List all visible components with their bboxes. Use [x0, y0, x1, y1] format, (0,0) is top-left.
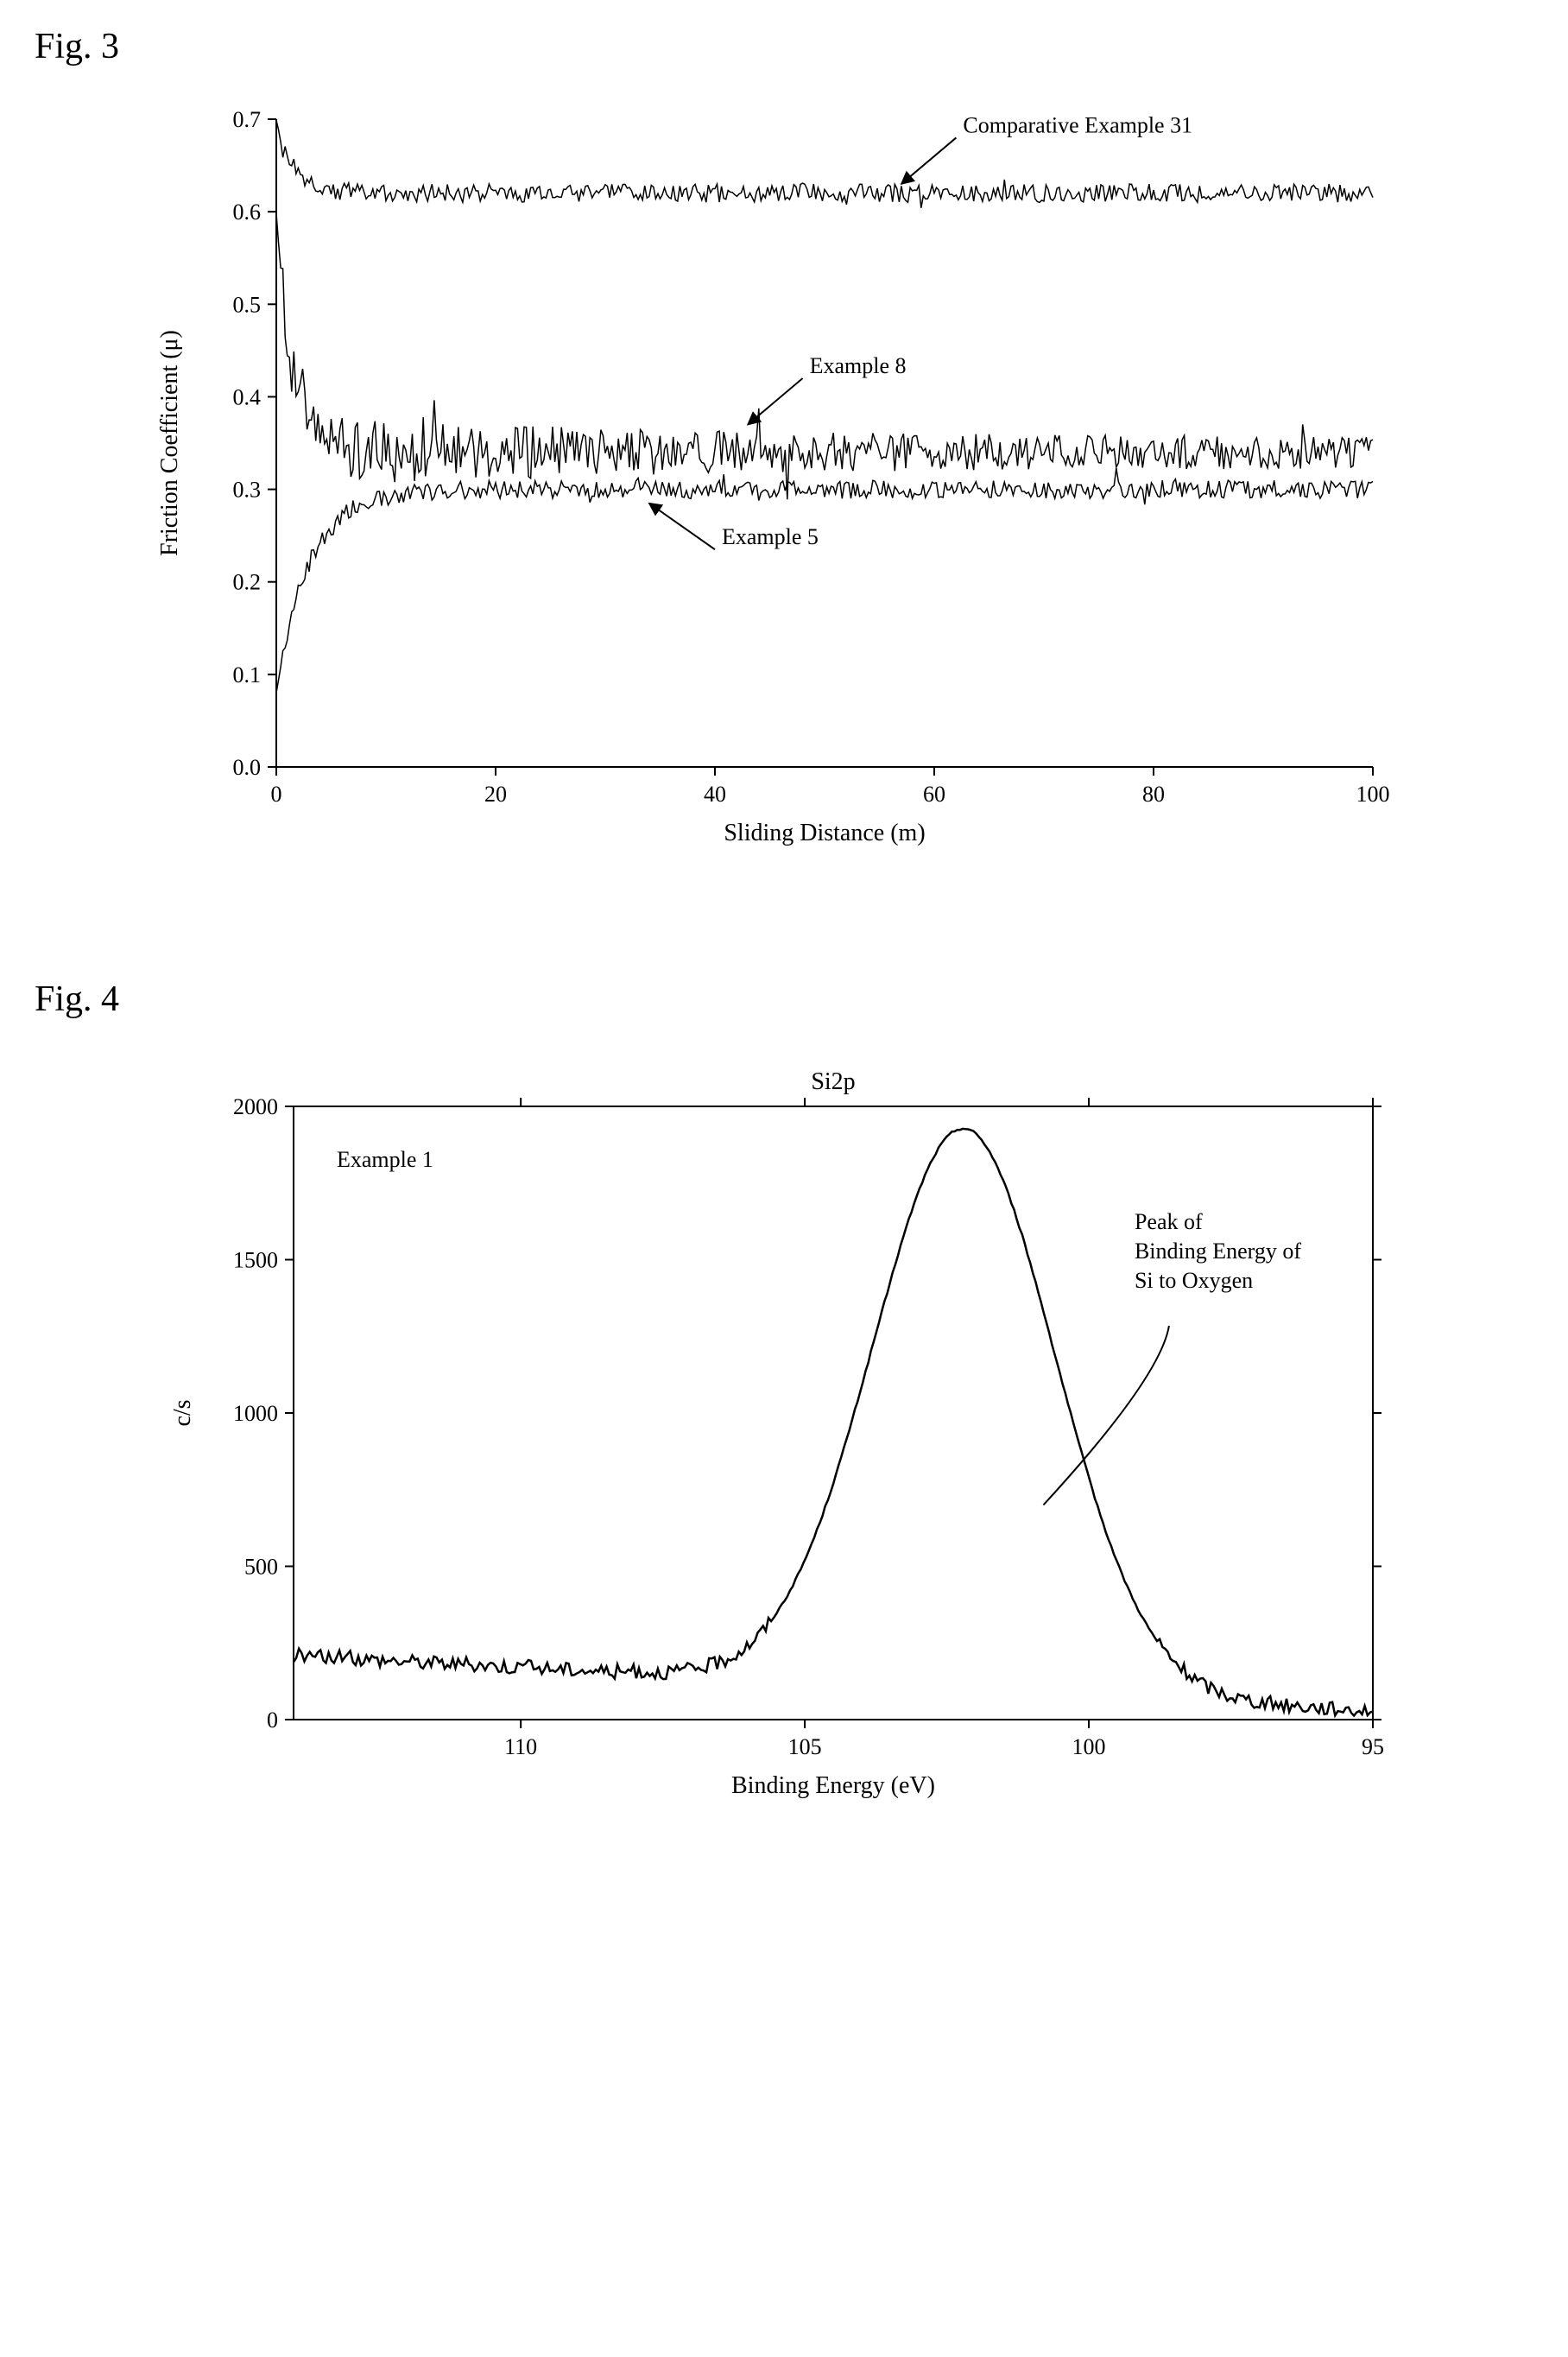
figure-3-label: Fig. 3: [35, 26, 1542, 67]
figure-3-block: Fig. 3 0.0 0.1 0.2 0.3 0.4 0.5 0.6 0.7 0 20 40 60 80…: [26, 26, 1542, 875]
svg-text:0: 0: [271, 782, 282, 807]
svg-text:0.3: 0.3: [233, 478, 262, 503]
svg-text:0.5: 0.5: [233, 292, 262, 317]
svg-text:105: 105: [788, 1734, 822, 1759]
svg-text:80: 80: [1142, 782, 1165, 807]
svg-text:Binding Energy of: Binding Energy of: [1135, 1239, 1301, 1264]
svg-text:100: 100: [1072, 1734, 1106, 1759]
svg-text:0.4: 0.4: [233, 384, 262, 409]
svg-text:40: 40: [704, 782, 726, 807]
svg-text:0.1: 0.1: [233, 662, 262, 687]
svg-text:0: 0: [267, 1708, 278, 1733]
svg-text:Peak of: Peak of: [1135, 1209, 1203, 1234]
figure-4-chart: Si2p 0 500 1000 1500 2000 110 105 100 95 Binding E…: [130, 1046, 1425, 1823]
svg-text:2000: 2000: [233, 1094, 278, 1119]
svg-text:Friction Coefficient (μ): Friction Coefficient (μ): [156, 330, 183, 556]
svg-text:1000: 1000: [233, 1401, 278, 1426]
svg-text:Si to Oxygen: Si to Oxygen: [1135, 1268, 1253, 1293]
svg-text:Comparative Example 31: Comparative Example 31: [963, 112, 1192, 137]
svg-text:Binding Energy (eV): Binding Energy (eV): [731, 1772, 935, 1799]
figure-4-label: Fig. 4: [35, 979, 1542, 1020]
figure-3-chart: 0.0 0.1 0.2 0.3 0.4 0.5 0.6 0.7 0 20 40 60 80 100 Slid…: [130, 93, 1425, 871]
svg-text:60: 60: [923, 782, 945, 807]
svg-text:95: 95: [1362, 1734, 1384, 1759]
figure-4-block: Fig. 4 Si2p 0 500 1000 1500 2000 110 105 100 95 Bi…: [26, 979, 1542, 1828]
svg-text:110: 110: [504, 1734, 537, 1759]
svg-text:0.7: 0.7: [233, 107, 262, 132]
svg-text:0.0: 0.0: [233, 755, 262, 780]
svg-text:c/s: c/s: [169, 1399, 196, 1426]
svg-text:Sliding Distance (m): Sliding Distance (m): [724, 820, 925, 846]
svg-text:500: 500: [244, 1555, 278, 1580]
svg-text:0.6: 0.6: [233, 200, 262, 225]
svg-text:Si2p: Si2p: [811, 1068, 855, 1095]
figure-4-chart-wrap: Si2p 0 500 1000 1500 2000 110 105 100 95 Binding E…: [130, 1046, 1542, 1828]
svg-text:0.2: 0.2: [233, 570, 262, 595]
figure-3-chart-wrap: 0.0 0.1 0.2 0.3 0.4 0.5 0.6 0.7 0 20 40 60 80 100 Slid…: [130, 93, 1542, 875]
svg-text:20: 20: [484, 782, 507, 807]
svg-text:Example 1: Example 1: [337, 1147, 433, 1172]
svg-text:100: 100: [1356, 782, 1390, 807]
svg-text:1500: 1500: [233, 1248, 278, 1273]
svg-text:Example 5: Example 5: [722, 524, 819, 549]
svg-text:Example 8: Example 8: [810, 353, 907, 378]
